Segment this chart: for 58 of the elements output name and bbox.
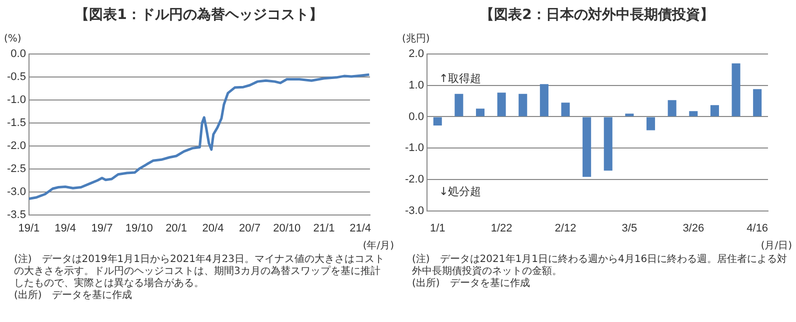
y-tick-label: -2.5 xyxy=(6,162,26,175)
bar xyxy=(561,102,570,116)
bar xyxy=(753,89,762,116)
y-tick-label: -1.5 xyxy=(6,116,26,129)
y-tick-label: -3.5 xyxy=(6,208,26,221)
x-tick-label: 1/22 xyxy=(490,222,512,234)
x-tick-label: 20/1 xyxy=(166,222,187,234)
y-tick-label: -1.0 xyxy=(404,142,424,154)
bar xyxy=(582,117,592,177)
chart-title: 【図表2：日本の対外中長期債投資】 xyxy=(479,6,715,25)
y-axis-title: (%) xyxy=(4,34,22,45)
x-tick-label: 19/10 xyxy=(125,222,153,234)
bar xyxy=(710,105,719,116)
bar xyxy=(454,94,464,116)
x-tick-label: 19/7 xyxy=(91,222,113,234)
bar xyxy=(646,117,656,130)
y-tick-label: -2.0 xyxy=(6,140,26,152)
bar xyxy=(497,92,506,116)
bar xyxy=(625,114,634,116)
y-tick-label: -1.0 xyxy=(6,94,26,106)
x-tick-label: 19/4 xyxy=(54,222,76,234)
text: (出所) データを基に作成 xyxy=(14,290,133,302)
bar xyxy=(604,117,612,171)
x-axis-title: (月/日) xyxy=(760,240,792,252)
annotation: ↑取得超 xyxy=(438,72,482,85)
bar xyxy=(732,63,740,116)
bar xyxy=(433,117,442,126)
x-tick-label: 21/1 xyxy=(313,222,335,234)
annotation: ↓処分超 xyxy=(438,184,482,198)
x-tick-label: 19/1 xyxy=(18,222,40,234)
chart-title: 【図表1：ドル円の為替ヘッジコスト】 xyxy=(74,6,324,25)
x-tick-label: 2/12 xyxy=(554,222,576,234)
text: (出所) データを基に作成 xyxy=(412,278,531,290)
x-tick-label: 3/26 xyxy=(682,222,704,234)
bar xyxy=(476,108,485,116)
y-tick-label: 0.0 xyxy=(408,110,424,123)
bar xyxy=(668,100,676,116)
y-tick-label: -3.0 xyxy=(6,186,26,198)
x-axis-title: (年/月) xyxy=(362,240,394,252)
x-tick-label: 4/16 xyxy=(746,222,768,234)
x-tick-label: 21/4 xyxy=(350,222,372,234)
bar xyxy=(518,94,528,116)
x-tick-label: 20/10 xyxy=(273,222,301,234)
y-tick-label: -0.5 xyxy=(6,71,26,84)
text: (注) データは2019年1月1日から2021年4月23日。マイナス値の大きさはコストの大きさを示す。ドル円のヘッジコストは、期間3カ月の為替スワップを基に推計したもので、実際とは異なる場合がある。 xyxy=(14,254,386,290)
bar xyxy=(540,84,548,116)
y-tick-label: 0.0 xyxy=(10,48,26,60)
x-tick-label: 3/5 xyxy=(622,222,638,234)
text: (注) データは2021年1月1日に終わる週から4月16日に終わる週。居住者による対外中長期債投資のネットの金額。 xyxy=(412,254,788,278)
y-axis-title: (兆円) xyxy=(402,32,430,45)
x-tick-label: 20/7 xyxy=(239,222,260,234)
y-tick-label: -3.0 xyxy=(404,204,424,217)
bar xyxy=(689,111,698,116)
x-tick-label: 20/4 xyxy=(202,222,224,234)
y-tick-label: 1.0 xyxy=(408,79,424,92)
y-tick-label: -2.0 xyxy=(404,173,424,186)
x-tick-label: 1/1 xyxy=(430,222,446,234)
y-tick-label: 2.0 xyxy=(408,48,424,60)
